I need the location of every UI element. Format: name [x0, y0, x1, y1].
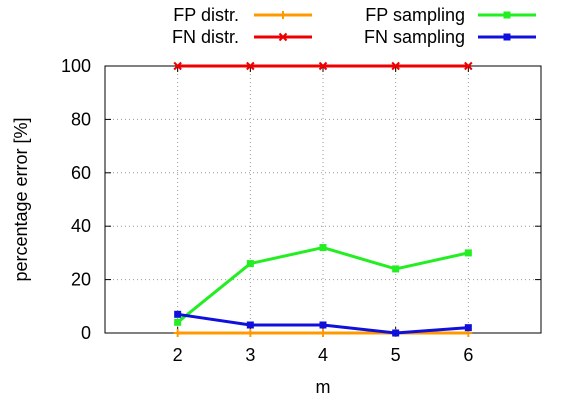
data-point	[319, 244, 327, 252]
data-point	[246, 61, 255, 71]
data-point	[173, 61, 182, 71]
data-point	[392, 265, 400, 273]
y-tick-label: 20	[71, 270, 91, 290]
y-tick-label: 100	[61, 56, 91, 76]
x-tick-label: 2	[173, 345, 183, 365]
x-tick-label: 4	[318, 345, 328, 365]
legend-marker	[279, 11, 287, 19]
legend-item: FN sampling	[364, 27, 536, 47]
legend-marker	[503, 11, 511, 19]
series-group	[173, 61, 473, 337]
series-fn-sampling	[174, 310, 472, 337]
x-tick-label: 3	[245, 345, 255, 365]
series-fn-distr	[173, 61, 473, 71]
data-point	[464, 61, 473, 71]
data-point	[174, 318, 182, 326]
data-point	[391, 61, 400, 71]
grid	[105, 66, 541, 333]
y-tick-label: 80	[71, 109, 91, 129]
x-tick-label: 5	[391, 345, 401, 365]
y-tick-label: 0	[81, 323, 91, 343]
data-point	[464, 324, 472, 332]
data-point	[392, 329, 400, 337]
data-point	[464, 249, 472, 257]
y-tick-label: 40	[71, 216, 91, 236]
legend-item: FP sampling	[365, 5, 536, 25]
legend-label: FN sampling	[364, 27, 465, 47]
x-axis-label: m	[316, 377, 331, 397]
data-point	[319, 321, 327, 329]
data-point	[246, 260, 254, 268]
data-point	[246, 321, 254, 329]
legend-marker	[503, 33, 511, 41]
ticks: 0 20 40 60 80 100 2 3 4 5 6	[61, 56, 541, 365]
series-fp-sampling	[174, 244, 472, 326]
legend-item: FN distr.	[172, 27, 312, 47]
data-point	[318, 61, 328, 71]
legend-label: FP distr.	[173, 5, 239, 25]
data-point	[246, 329, 255, 337]
data-point	[173, 329, 182, 337]
legend-item: FP distr.	[173, 5, 312, 25]
x-tick-label: 6	[463, 345, 473, 365]
y-axis-label: percentage error [%]	[11, 117, 31, 281]
legend-marker	[278, 32, 288, 42]
data-point	[174, 310, 182, 318]
legend-label: FP sampling	[365, 5, 465, 25]
data-point	[319, 329, 327, 337]
legend-label: FN distr.	[172, 27, 239, 47]
y-tick-label: 60	[71, 163, 91, 183]
